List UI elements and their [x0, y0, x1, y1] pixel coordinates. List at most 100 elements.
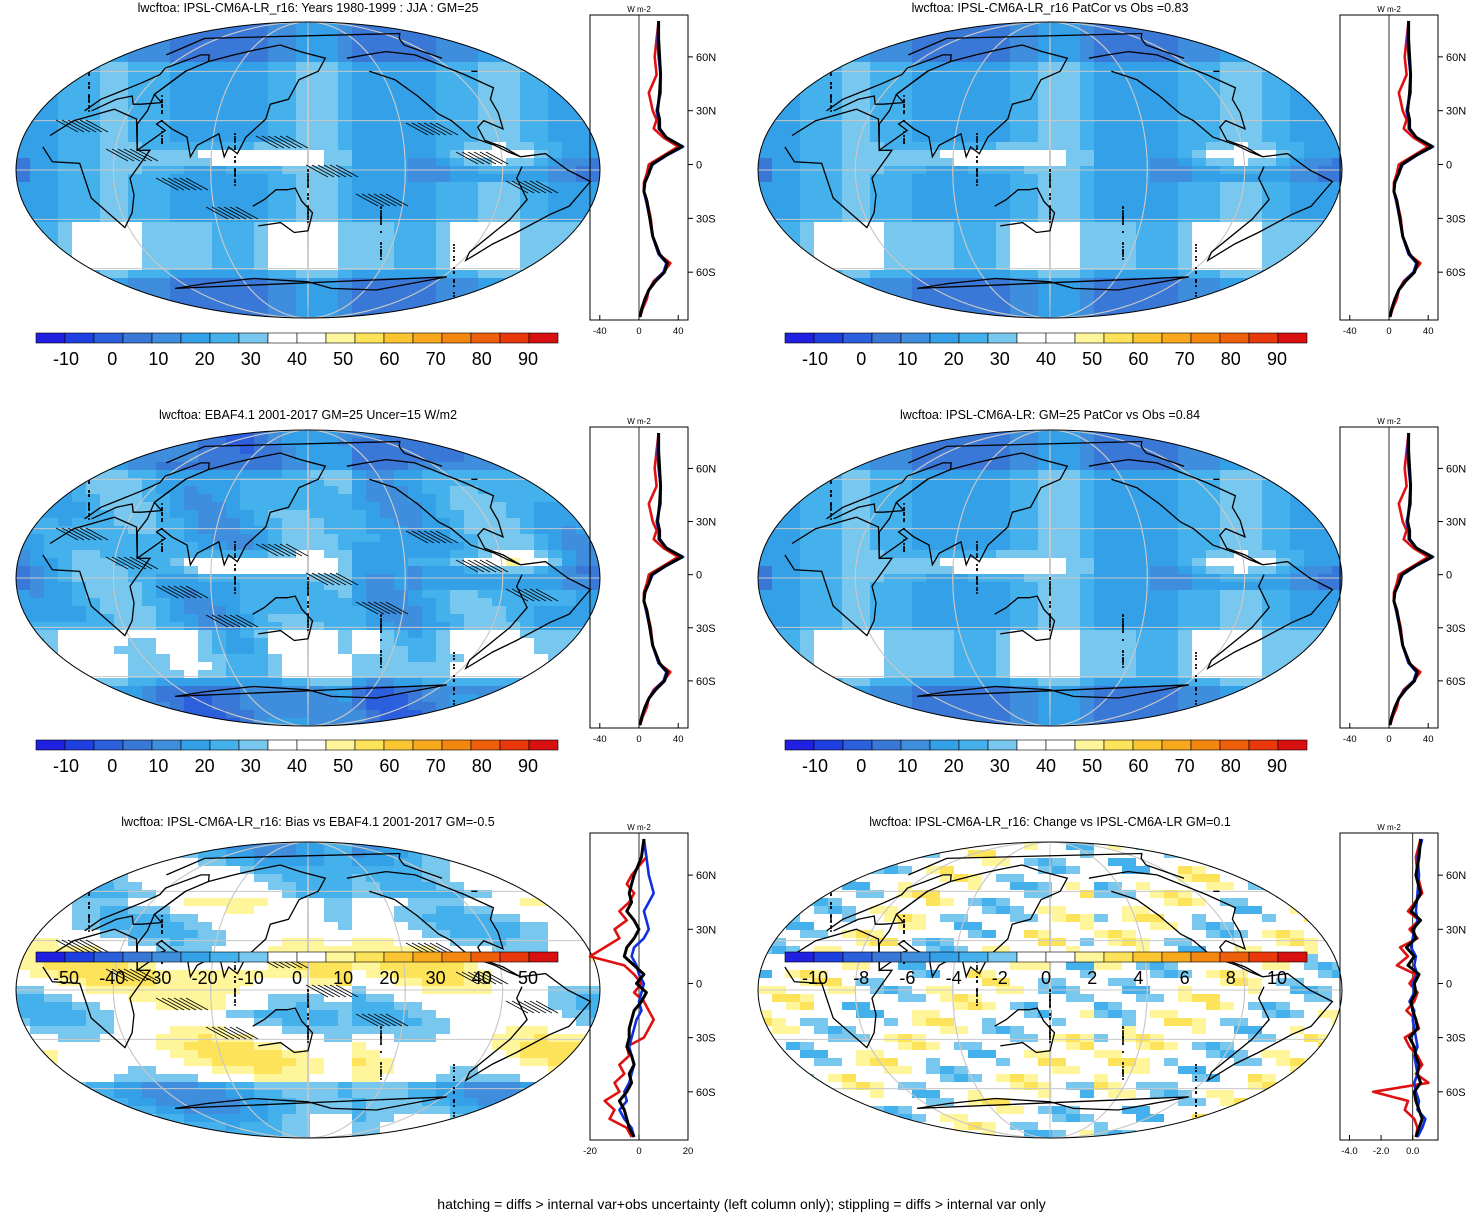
map-cell — [142, 70, 157, 79]
map-cell — [884, 134, 899, 143]
map-cell — [380, 150, 395, 159]
map-cell — [926, 286, 941, 295]
map-cell — [114, 494, 129, 503]
map-cell — [44, 438, 59, 447]
stipple-dot — [1049, 184, 1051, 186]
map-cell — [422, 262, 437, 271]
map-cell — [534, 158, 549, 167]
map-cell — [576, 262, 591, 271]
map-cell — [982, 110, 997, 119]
map-cell — [856, 278, 871, 287]
map-cell — [380, 22, 395, 31]
map-cell — [982, 222, 997, 231]
map-cell — [338, 486, 353, 495]
map-cell — [338, 214, 353, 223]
map-cell — [534, 310, 549, 318]
map-cell — [352, 550, 367, 559]
map-cell — [1164, 262, 1179, 271]
map-cell — [548, 270, 563, 279]
map-cell — [968, 86, 983, 95]
map-cell — [198, 310, 213, 318]
coastline-greenland — [166, 32, 443, 59]
stipple-dot — [88, 59, 90, 61]
map-cell — [548, 478, 563, 487]
stipple-dot — [903, 138, 905, 140]
map-cell — [1038, 246, 1053, 255]
map-cell — [1122, 54, 1137, 63]
map-cell — [198, 238, 213, 247]
map-cell — [1024, 262, 1039, 271]
map-cell — [1234, 206, 1249, 215]
map-cell — [450, 246, 465, 255]
map-cell — [1122, 238, 1137, 247]
map-cell — [198, 206, 213, 215]
stipple-dot — [830, 64, 832, 66]
map-cell — [1318, 302, 1333, 311]
map-cell — [156, 30, 171, 39]
map-cell — [408, 198, 423, 207]
map-cell — [72, 518, 87, 527]
map-cell — [268, 214, 283, 223]
map-cell — [1332, 190, 1342, 199]
map-cell — [240, 62, 255, 71]
map-cell — [16, 158, 31, 167]
map-cell — [506, 582, 521, 591]
map-cell — [324, 134, 339, 143]
map-cell — [1038, 22, 1053, 31]
map-cell — [436, 118, 451, 127]
hatch-line — [155, 177, 179, 191]
stipple-dot — [234, 170, 236, 172]
map-cell — [1304, 62, 1319, 71]
map-cell — [1290, 278, 1305, 287]
map-cell — [1332, 262, 1342, 271]
map-cell — [1164, 94, 1179, 103]
stipple-dot — [976, 160, 978, 162]
colorbar-swatch — [958, 332, 989, 344]
map-cell — [114, 86, 129, 95]
map-cell — [44, 150, 59, 159]
map-cell — [282, 142, 297, 151]
map-cell — [324, 54, 339, 63]
map-cell — [394, 646, 409, 655]
map-cell — [282, 38, 297, 47]
map-cell — [282, 62, 297, 71]
stipple-dot — [16, 22, 17, 23]
map-cell — [492, 598, 507, 607]
map-cell — [576, 286, 591, 295]
map-cell — [338, 462, 353, 471]
stipple-dot — [1195, 279, 1197, 281]
map-cell — [436, 286, 451, 295]
stipple-dot — [1122, 243, 1124, 245]
map-cell — [884, 126, 899, 135]
map-cell — [142, 206, 157, 215]
map-cell — [296, 262, 311, 271]
map-cell — [534, 286, 549, 295]
map-cell — [926, 70, 941, 79]
map-cell — [1010, 46, 1025, 55]
map-cell — [1080, 222, 1095, 231]
map-cell — [254, 54, 269, 63]
map-cell — [1332, 94, 1342, 103]
map-cell — [240, 30, 255, 39]
map-cell — [1024, 102, 1039, 111]
map-cell — [1052, 310, 1067, 318]
map-cell — [828, 110, 843, 119]
map-cell — [842, 214, 857, 223]
stipple-dot — [1268, 297, 1270, 299]
map-cell — [114, 462, 129, 471]
map-cell — [1290, 38, 1305, 47]
hatch-line — [73, 119, 97, 133]
map-cell — [1192, 198, 1207, 207]
map-cell — [478, 182, 493, 191]
map-cell — [254, 486, 269, 495]
map-cell — [170, 638, 185, 647]
map-cell — [800, 198, 815, 207]
stipple-dot — [830, 107, 832, 109]
map-cell — [1234, 294, 1249, 303]
map-cell — [912, 222, 927, 231]
hatch-line — [261, 135, 285, 149]
map-cell — [1178, 118, 1193, 127]
stipple-dot — [1268, 295, 1270, 297]
map-cell — [296, 438, 311, 447]
map-cell — [1220, 118, 1235, 127]
